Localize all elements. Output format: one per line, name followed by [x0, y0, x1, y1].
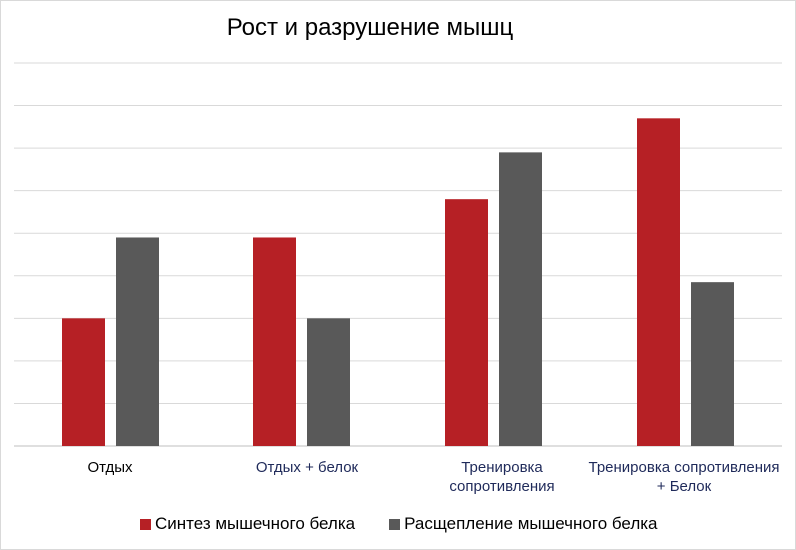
bar-synthesis-3: [637, 118, 680, 447]
bar-synthesis-2: [445, 199, 488, 446]
legend-item-synthesis: Синтез мышечного белка: [140, 514, 355, 534]
category-label-2: Тренировка сопротивления: [449, 459, 555, 495]
bar-synthesis-1: [253, 237, 296, 446]
chart-title: Рост и разрушение мышц: [226, 14, 514, 41]
category-label-1: Отдых + белок: [255, 459, 359, 476]
bar-synthesis-0: [62, 318, 105, 446]
bar-breakdown-1: [307, 318, 350, 446]
legend-swatch-breakdown: [389, 518, 401, 530]
category-label-3: Тренировка сопротивления + Белок: [588, 459, 780, 495]
category-label-0: Отдых: [87, 459, 133, 476]
bar-breakdown-2: [499, 152, 542, 446]
legend: Синтез мышечного белка Расщепление мышеч…: [140, 514, 658, 534]
legend-swatch-synthesis: [140, 518, 151, 530]
legend-item-breakdown: Расщепление мышечного белка: [389, 514, 658, 534]
legend-label-synthesis: Синтез мышечного белка: [155, 514, 356, 533]
bar-breakdown-3: [691, 282, 734, 446]
legend-label-breakdown: Расщепление мышечного белка: [404, 514, 658, 533]
bar-breakdown-0: [116, 237, 159, 446]
